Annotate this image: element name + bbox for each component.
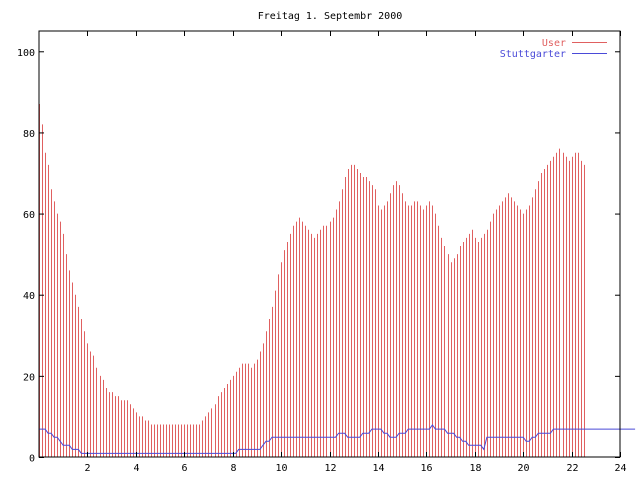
x-tick-label: 24 — [614, 463, 626, 474]
y-tick-label: 40 — [23, 291, 35, 302]
x-tick-label: 22 — [566, 463, 578, 474]
y-tick-label: 0 — [29, 454, 35, 465]
y-tick-label: 100 — [17, 48, 35, 59]
x-tick-label: 10 — [275, 463, 287, 474]
stuttgarter-line — [39, 424, 636, 454]
y-tick-label: 80 — [23, 129, 35, 140]
x-tick-label: 4 — [133, 463, 139, 474]
x-tick-label: 2 — [84, 463, 90, 474]
stuttgarter-layer — [39, 424, 636, 454]
y-axis: 0 20 40 60 80 100 — [17, 48, 620, 465]
chart-title: Freitag 1. Septembr 2000 — [258, 11, 403, 22]
x-tick-label: 12 — [324, 463, 336, 474]
plot-frame — [38, 30, 621, 458]
legend-label-stuttgarter: Stuttgarter — [500, 49, 566, 60]
x-tick-label: 8 — [230, 463, 236, 474]
x-tick-label: 20 — [517, 463, 529, 474]
x-tick-label: 14 — [372, 463, 384, 474]
y-tick-label: 60 — [23, 210, 35, 221]
x-tick-label: 18 — [469, 463, 481, 474]
x-tick-label: 16 — [420, 463, 432, 474]
legend: User Stuttgarter — [500, 38, 607, 60]
user-bars — [39, 104, 585, 457]
y-tick-label: 20 — [23, 372, 35, 383]
legend-label-user: User — [542, 38, 566, 49]
x-axis: 2 4 6 8 10 12 14 16 18 20 22 24 — [84, 31, 627, 474]
x-tick-label: 6 — [181, 463, 187, 474]
